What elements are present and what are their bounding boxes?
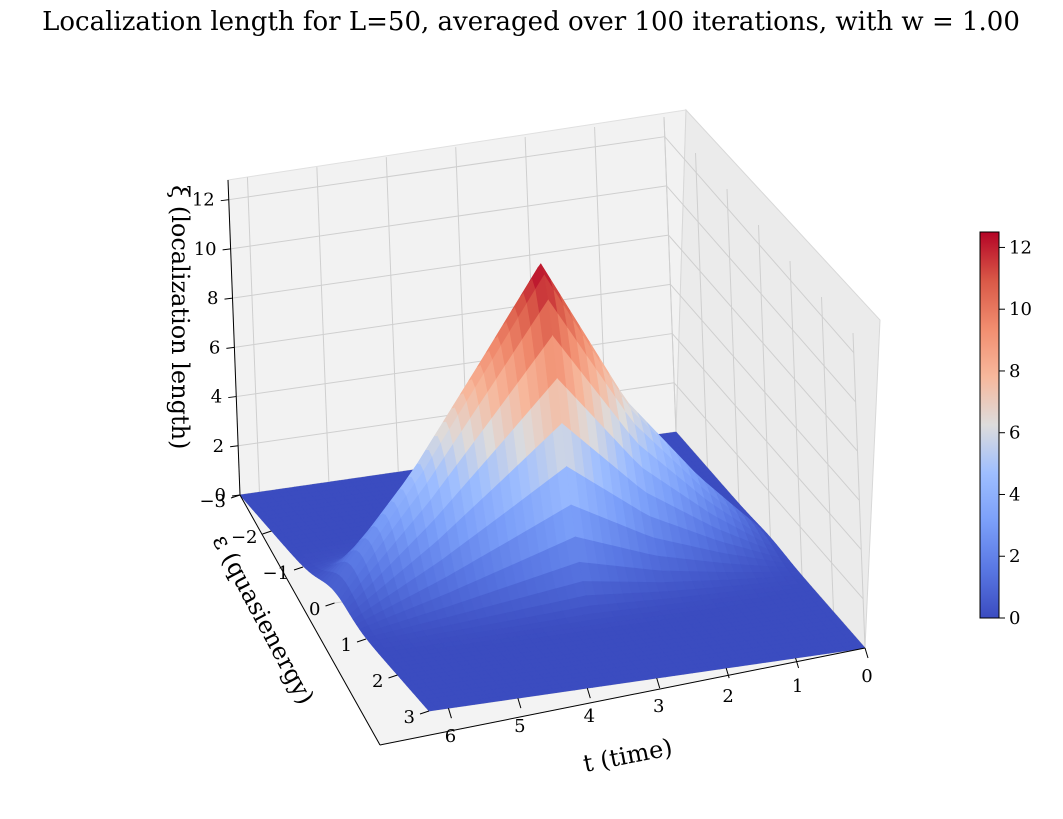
x-tick-label: 4 (584, 706, 595, 727)
x-axis-label: t (time) (581, 733, 675, 778)
z-tick-label: 0 (215, 485, 226, 506)
x-tick-mark (656, 677, 661, 689)
colorbar-tick-label: 6 (1009, 423, 1020, 444)
colorbar-tick-label: 4 (1009, 484, 1020, 505)
z-tick-label: 10 (194, 239, 217, 260)
y-tick-label: 1 (341, 635, 352, 656)
colorbar-tick-label: 2 (1009, 546, 1020, 567)
x-tick-mark (447, 708, 452, 719)
chart-title: Localization length for L=50, averaged o… (42, 7, 1020, 37)
z-tick-label: 4 (211, 387, 222, 408)
y-tick-label: 2 (372, 671, 383, 692)
y-tick-label: 0 (309, 599, 320, 620)
colorbar-tick-label: 12 (1009, 237, 1032, 258)
z-tick-label: 8 (207, 288, 218, 309)
x-tick-mark (795, 657, 800, 669)
y-tick-mark (293, 566, 304, 571)
x-tick-label: 1 (792, 676, 803, 697)
y-tick-label: 3 (404, 707, 415, 728)
x-tick-mark (517, 698, 522, 709)
surface-plot (239, 263, 866, 712)
z-tick-label: 12 (192, 190, 215, 211)
colorbar-tick-label: 8 (1009, 361, 1020, 382)
z-tick-label: 6 (209, 337, 220, 358)
x-tick-label: 5 (514, 716, 525, 737)
z-tick-mark (226, 346, 235, 349)
z-tick-mark (230, 445, 239, 448)
y-tick-label: −2 (231, 527, 258, 548)
z-tick-mark (220, 199, 229, 202)
x-tick-label: 6 (445, 726, 456, 747)
colorbar-tick-label: 10 (1009, 299, 1032, 320)
z-tick-mark (222, 248, 231, 251)
z-tick-mark (228, 396, 237, 399)
x-tick-label: 0 (861, 666, 872, 687)
colorbar: 0 2 4 6 8 10 12 (979, 231, 1032, 629)
y-tick-mark (325, 602, 335, 607)
y-tick-label: −1 (262, 563, 289, 584)
z-tick-mark (224, 297, 233, 300)
x-tick-mark (586, 687, 591, 699)
colorbar-gradient (979, 231, 1000, 619)
y-tick-mark (262, 530, 272, 535)
y-tick-mark (388, 674, 398, 679)
y-tick-mark (419, 710, 430, 715)
z-tick-label: 2 (213, 436, 224, 457)
x-tick-label: 2 (722, 686, 733, 707)
y-tick-mark (356, 638, 367, 643)
x-tick-mark (864, 647, 869, 659)
axis-lines (227, 179, 866, 746)
x-tick-label: 3 (653, 696, 664, 717)
y-tick-label: −3 (199, 491, 226, 512)
z-axis-label: ξ (localization length) (166, 185, 194, 449)
y-tick-mark (230, 494, 241, 499)
x-tick-mark (725, 667, 730, 679)
colorbar-tick-label: 0 (1009, 608, 1020, 629)
